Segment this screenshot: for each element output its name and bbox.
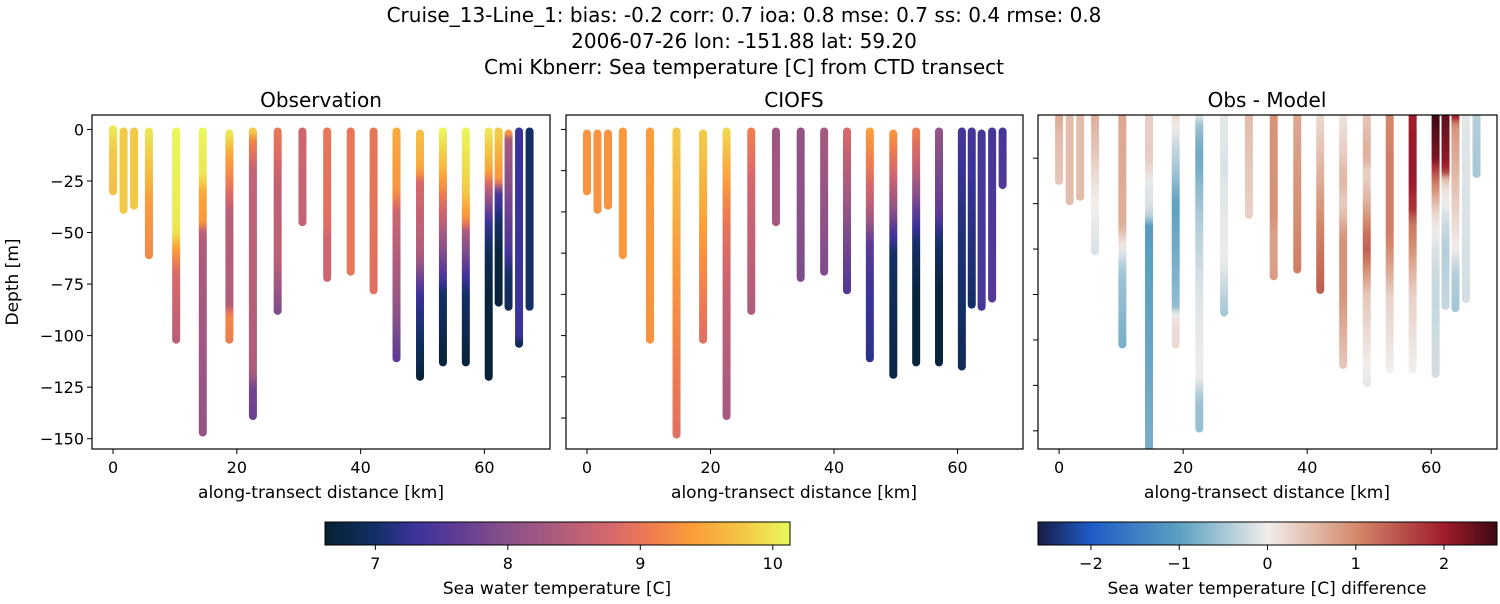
figure-title-line-1: Cruise_13-Line_1: bias: -0.2 corr: 0.7 i… bbox=[387, 3, 1102, 27]
figure-title-line-3: Cmi Kbnerr: Sea temperature [C] from CTD… bbox=[484, 55, 1004, 79]
x-tick-label-observation: 0 bbox=[108, 458, 118, 477]
colorbar-gradient-difference bbox=[1037, 521, 1498, 546]
colorbar-tick-label: 10 bbox=[763, 554, 783, 573]
x-tick-label-ciofs: 40 bbox=[824, 458, 844, 477]
x-axis-label-ciofs: along-transect distance [km] bbox=[671, 483, 917, 503]
profiles-observation bbox=[109, 125, 534, 437]
x-tick-label-observation: 60 bbox=[474, 458, 494, 477]
x-tick-label-observation: 20 bbox=[227, 458, 247, 477]
colorbar-tick-label: 1 bbox=[1351, 554, 1361, 573]
x-tick-label-diff: 0 bbox=[1054, 458, 1064, 477]
x-tick-label-diff: 60 bbox=[1421, 458, 1441, 477]
x-tick-label-ciofs: 20 bbox=[700, 458, 720, 477]
colorbar-tick-label: −2 bbox=[1079, 554, 1103, 573]
figure-title-line-2: 2006-07-26 lon: -151.88 lat: 59.20 bbox=[571, 29, 917, 53]
profiles-diff bbox=[1055, 115, 1481, 449]
x-axis-label-diff: along-transect distance [km] bbox=[1144, 483, 1390, 503]
colorbar-tick-label: 8 bbox=[503, 554, 513, 573]
panel-diff: 0 20 40 60 bbox=[1033, 114, 1498, 477]
y-tick-label: −150 bbox=[40, 430, 84, 449]
colorbar-tick-label: 9 bbox=[635, 554, 645, 573]
colorbar-label-temperature: Sea water temperature [C] bbox=[443, 579, 671, 599]
x-tick-label-diff: 40 bbox=[1297, 458, 1317, 477]
y-axis-label: Depth [m] bbox=[3, 238, 23, 325]
colorbar-label-difference: Sea water temperature [C] difference bbox=[1107, 579, 1426, 599]
x-tick-label-observation: 40 bbox=[350, 458, 370, 477]
y-tick-label: −100 bbox=[40, 327, 84, 346]
axes-frame-diff bbox=[1037, 114, 1498, 450]
panel-title-observation: Observation bbox=[260, 88, 382, 112]
colorbar-gradient-temperature bbox=[324, 521, 791, 546]
x-axis-label-observation: along-transect distance [km] bbox=[198, 483, 444, 503]
y-tick-label: −75 bbox=[50, 275, 84, 294]
colorbar-tick-label: 2 bbox=[1439, 554, 1449, 573]
panel-ciofs: 0 20 40 60 bbox=[561, 114, 1024, 477]
y-tick-label: −25 bbox=[50, 172, 84, 191]
axes-frame-ciofs bbox=[565, 114, 1024, 450]
panel-observation: 0 20 40 60 0 −25 −50 −75 −100 −125 −150 bbox=[40, 114, 551, 477]
y-tick-label: 0 bbox=[74, 120, 84, 139]
profiles-ciofs bbox=[582, 127, 1007, 439]
x-tick-label-diff: 20 bbox=[1173, 458, 1193, 477]
colorbar-difference: −2 −1 0 1 2 bbox=[1037, 521, 1498, 573]
y-tick-label: −125 bbox=[40, 378, 84, 397]
panel-title-ciofs: CIOFS bbox=[764, 88, 823, 112]
colorbar-tick-label: 7 bbox=[370, 554, 380, 573]
panel-title-diff: Obs - Model bbox=[1208, 88, 1327, 112]
x-tick-label-ciofs: 0 bbox=[582, 458, 592, 477]
x-tick-label-ciofs: 60 bbox=[947, 458, 967, 477]
colorbar-tick-label: 0 bbox=[1262, 554, 1272, 573]
colorbar-tick-label: −1 bbox=[1167, 554, 1191, 573]
y-tick-label: −50 bbox=[50, 224, 84, 243]
axes-frame-observation bbox=[91, 114, 551, 450]
colorbar-temperature: 7 8 9 10 bbox=[324, 521, 791, 573]
